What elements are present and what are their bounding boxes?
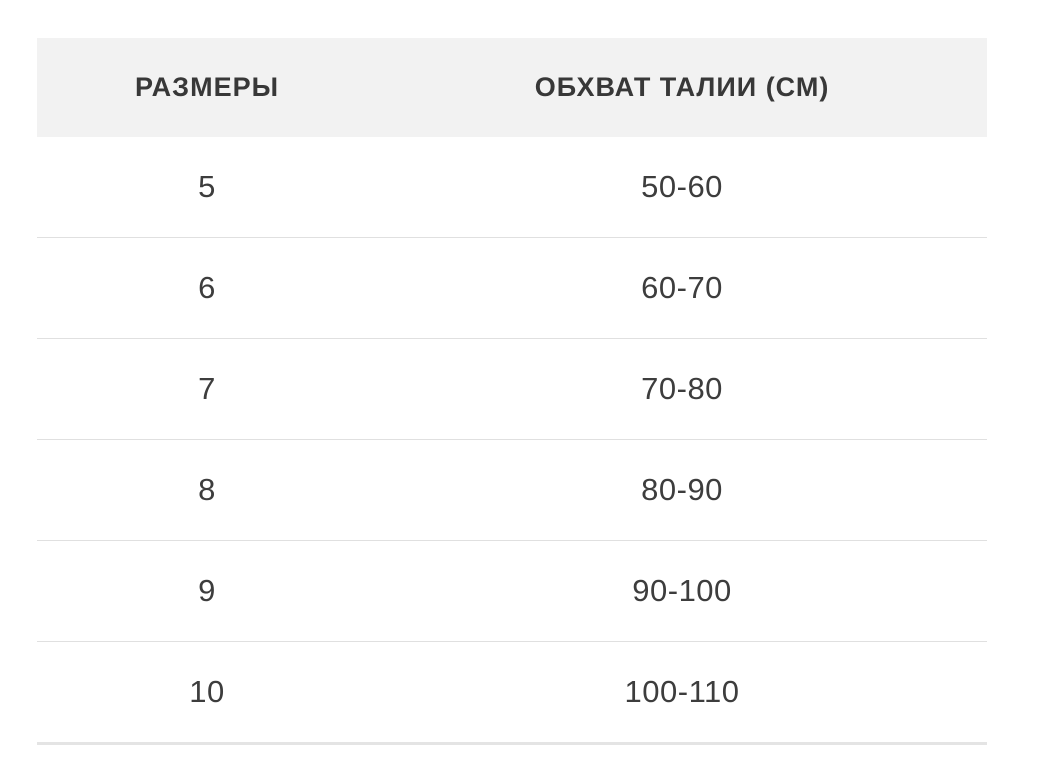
- waist-cell: 50-60: [641, 169, 723, 204]
- size-cell: 10: [189, 674, 225, 709]
- waist-cell: 70-80: [641, 371, 723, 406]
- table-row: 5 50-60: [37, 137, 987, 238]
- size-cell: 5: [198, 169, 216, 204]
- size-cell: 7: [198, 371, 216, 406]
- size-chart-table: РАЗМЕРЫ ОБХВАТ ТАЛИИ (СМ) 5 50-60 6 60-70 7 7…: [37, 38, 987, 745]
- table-body: 5 50-60 6 60-70 7 70-80 8 80-90 9 90-100 10 100-110: [37, 137, 987, 742]
- table-row: 6 60-70: [37, 238, 987, 339]
- column-header-waist: ОБХВАТ ТАЛИИ (СМ): [534, 72, 830, 102]
- table-row: 8 80-90: [37, 440, 987, 541]
- size-cell: 8: [198, 472, 216, 507]
- table-row: 9 90-100: [37, 541, 987, 642]
- size-cell: 6: [198, 270, 216, 305]
- waist-cell: 90-100: [632, 573, 732, 608]
- table-row: 7 70-80: [37, 339, 987, 440]
- size-cell: 9: [198, 573, 216, 608]
- table-header-row: РАЗМЕРЫ ОБХВАТ ТАЛИИ (СМ): [37, 38, 987, 137]
- table-row: 10 100-110: [37, 642, 987, 742]
- waist-cell: 100-110: [624, 674, 740, 709]
- column-header-sizes: РАЗМЕРЫ: [135, 72, 280, 102]
- waist-cell: 60-70: [641, 270, 723, 305]
- waist-cell: 80-90: [641, 472, 723, 507]
